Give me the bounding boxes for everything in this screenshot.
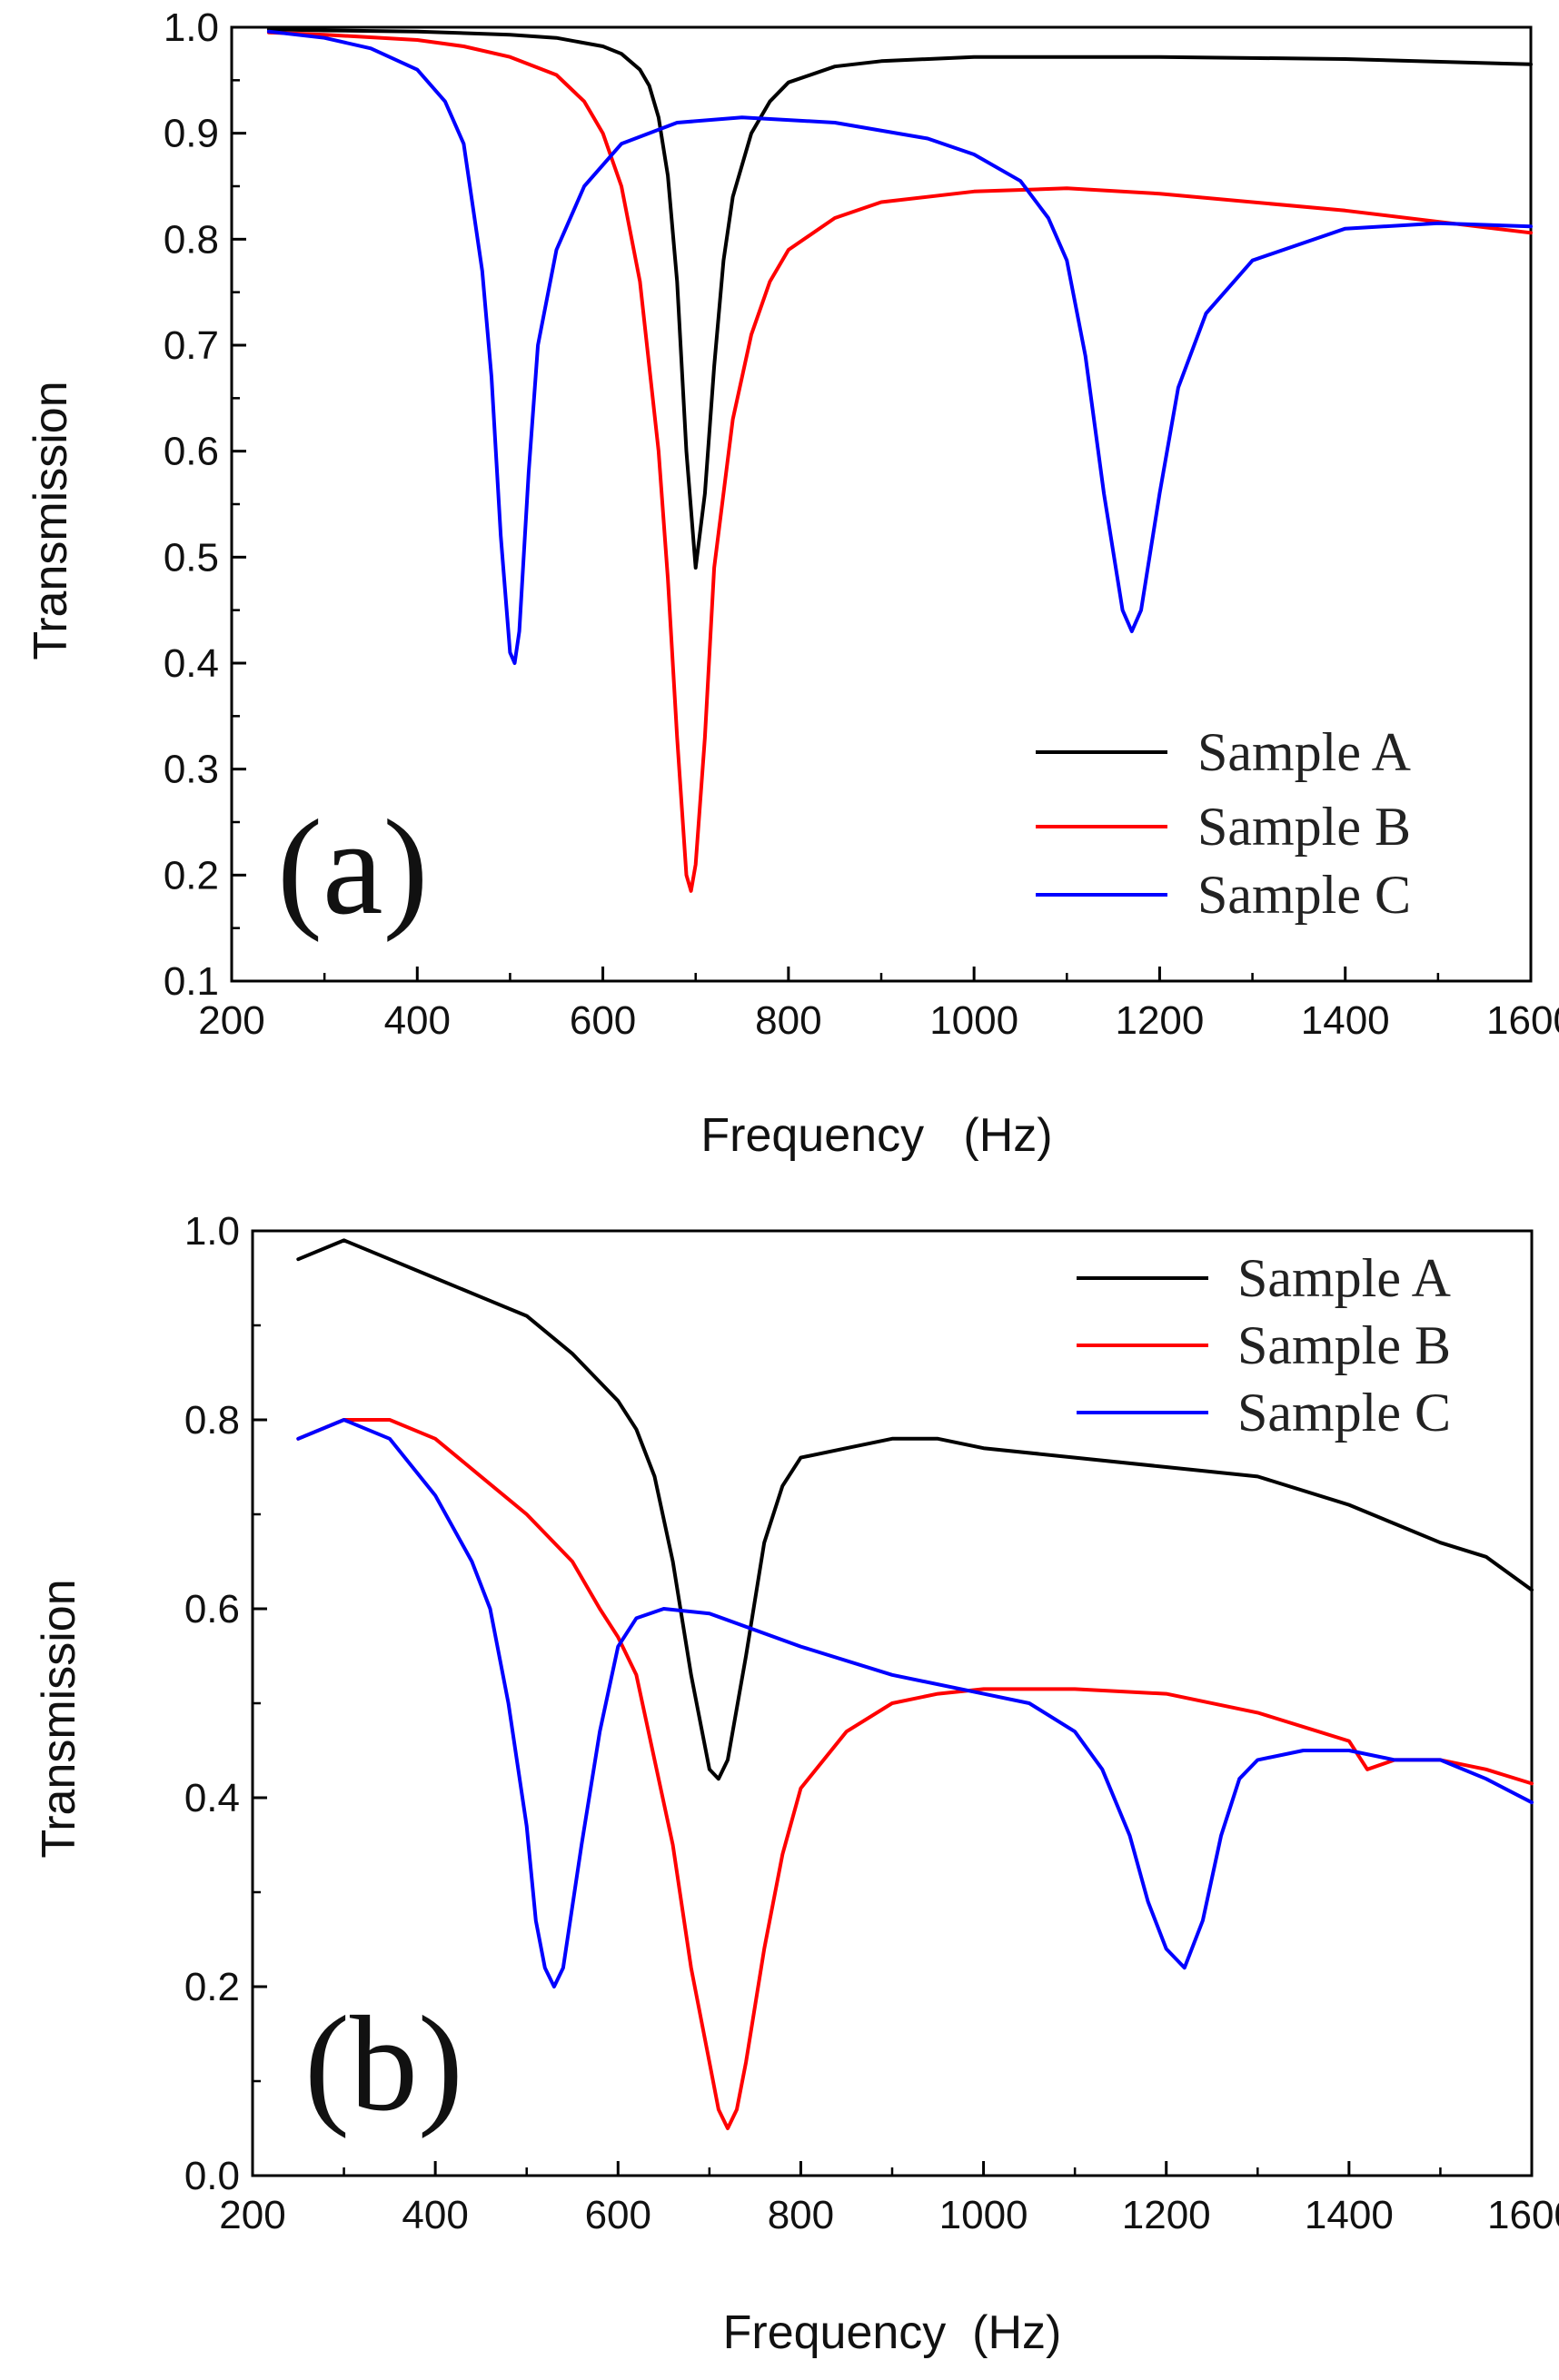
chart-a-legend-label-sample-a: Sample A [1197, 722, 1411, 782]
chart-b-ytick-label: 0.2 [184, 1965, 240, 2009]
chart-a-ytick-label: 0.7 [164, 323, 219, 368]
chart-a-xtick-label: 400 [384, 998, 451, 1043]
chart-a-ytick-label: 0.5 [164, 535, 219, 580]
chart-b-xtick-label: 1000 [939, 2193, 1028, 2237]
chart-b-xtick-label: 200 [219, 2193, 285, 2237]
chart-b-series-sample-b [296, 1418, 1534, 2130]
chart-b-series-sample-a [296, 1238, 1534, 1781]
chart-a-legend-label-sample-b: Sample B [1197, 797, 1411, 857]
chart-a-ytick-label: 0.1 [164, 959, 219, 1004]
chart-b-legend: Sample A Sample B Sample C [1077, 1248, 1451, 1443]
chart-b-y-ticks: 0.0 0.2 0.4 0.6 0.8 1.0 [184, 1209, 267, 2198]
chart-a-ytick-label: 0.8 [164, 217, 219, 262]
chart-b-xlabel: Frequency (Hz) [723, 2306, 1062, 2359]
chart-a-legend-label-sample-c: Sample C [1197, 865, 1411, 925]
chart-b-xtick-label: 1200 [1122, 2193, 1211, 2237]
chart-a-legend: Sample A Sample B Sample C [1036, 722, 1411, 925]
chart-a-xtick-label: 600 [570, 998, 636, 1043]
chart-a-series-lines [266, 27, 1533, 893]
chart-a-ytick-label: 0.4 [164, 641, 219, 686]
chart-a-x-ticks: 200 400 600 800 1000 1200 1400 1600 [198, 967, 1559, 1043]
chart-a-ytick-label: 0.3 [164, 748, 219, 792]
chart-a-xtick-label: 200 [198, 998, 264, 1043]
chart-b-x-ticks: 200 400 600 800 1000 1200 1400 1600 [219, 2161, 1559, 2237]
chart-b-ytick-label: 0.0 [184, 2154, 240, 2198]
chart-a-panel-label: (a) [277, 792, 428, 943]
chart-a: 0.1 0.2 0.3 0.4 0.5 0.6 0.7 0.8 0.9 1.0 200 400 600… [25, 5, 1559, 1162]
chart-b-xtick-label: 600 [585, 2193, 651, 2237]
chart-a-series-sample-b [266, 30, 1533, 893]
chart-a-xtick-label: 1200 [1115, 998, 1204, 1043]
chart-a-ytick-label: 1.0 [164, 5, 219, 50]
chart-b-ytick-label: 0.6 [184, 1587, 240, 1631]
chart-b-legend-label-sample-b: Sample B [1237, 1315, 1451, 1375]
chart-b-series-sample-c [296, 1418, 1534, 1988]
chart-b-ytick-label: 0.4 [184, 1776, 240, 1820]
chart-b-legend-label-sample-c: Sample C [1237, 1383, 1451, 1443]
chart-b: 0.0 0.2 0.4 0.6 0.8 1.0 200 400 600 800 1000 1200 1… [33, 1209, 1559, 2359]
chart-b-legend-label-sample-a: Sample A [1237, 1248, 1451, 1308]
chart-a-xtick-label: 1400 [1301, 998, 1390, 1043]
chart-b-series-lines [296, 1238, 1534, 2130]
chart-a-xlabel: Frequency (Hz) [700, 1109, 1052, 1162]
chart-b-ytick-label: 0.8 [184, 1398, 240, 1443]
chart-a-xtick-label: 800 [755, 998, 821, 1043]
chart-b-xtick-label: 1400 [1305, 2193, 1394, 2237]
chart-a-ylabel: Transmission [25, 381, 77, 659]
chart-a-ytick-label: 0.6 [164, 430, 219, 474]
chart-b-xtick-label: 1600 [1487, 2193, 1559, 2237]
chart-a-xtick-label: 1000 [929, 998, 1018, 1043]
chart-a-ytick-label: 0.9 [164, 112, 219, 156]
chart-b-panel-label: (b) [304, 1988, 463, 2139]
chart-b-xtick-label: 800 [768, 2193, 834, 2237]
chart-b-ytick-label: 1.0 [184, 1209, 240, 1254]
chart-a-y-ticks: 0.1 0.2 0.3 0.4 0.5 0.6 0.7 0.8 0.9 1.0 [164, 5, 246, 1004]
chart-a-ytick-label: 0.2 [164, 853, 219, 897]
chart-a-series-sample-a [266, 27, 1533, 570]
chart-b-ylabel: Transmission [33, 1579, 85, 1858]
chart-b-xtick-label: 400 [402, 2193, 468, 2237]
chart-a-series-sample-c [266, 29, 1533, 665]
chart-a-xtick-label: 1600 [1486, 998, 1559, 1043]
